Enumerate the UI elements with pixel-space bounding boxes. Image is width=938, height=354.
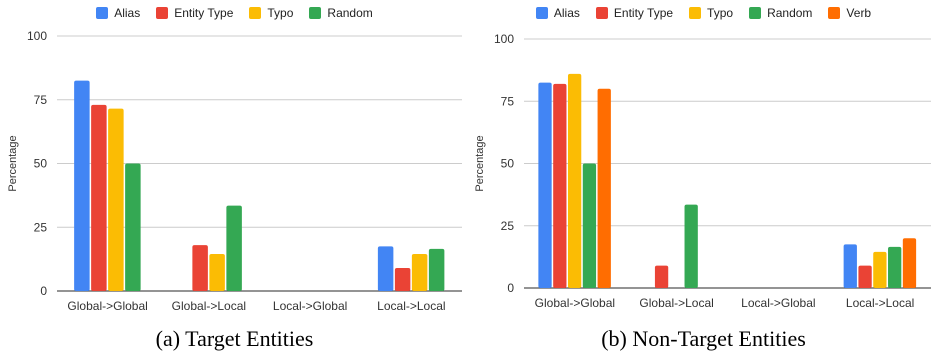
y-tick-label: 100 (27, 29, 47, 43)
legend-item-verb: Verb (828, 6, 871, 20)
bar-alias (377, 246, 394, 291)
legend-item-random: Random (749, 6, 812, 20)
y-tick-label: 75 (501, 94, 515, 108)
y-tick-label: 75 (34, 93, 48, 107)
legend-swatch (749, 7, 762, 19)
bar-random (428, 248, 445, 291)
legend-swatch (689, 7, 702, 19)
legend-item-entity-type: Entity Type (156, 6, 233, 20)
x-tick-label: Global->Global (535, 296, 615, 310)
legend-swatch (249, 7, 262, 19)
bar-random (582, 163, 597, 288)
legend-swatch (828, 7, 841, 19)
bar-typo (411, 254, 428, 291)
legend: Alias Entity Type Typo Random Verb (469, 6, 938, 20)
legend-label: Typo (267, 6, 294, 20)
legend: Alias Entity Type Typo Random (0, 6, 469, 20)
y-tick-label: 100 (494, 32, 514, 46)
legend-item-entity-type: Entity Type (595, 6, 674, 20)
bar-typo (108, 108, 124, 291)
y-tick-label: 25 (501, 219, 515, 233)
bar-alias (538, 82, 552, 288)
legend-item-typo: Typo (689, 6, 733, 20)
x-tick-label: Local->Local (377, 299, 445, 313)
legend-item-random: Random (309, 6, 373, 20)
y-tick-label: 25 (34, 220, 48, 234)
y-tick-label: 0 (40, 284, 47, 298)
chart-a-svg: 0 25 50 75 100 Percentage Global->Global Global… (7, 29, 462, 313)
legend-swatch (535, 7, 548, 19)
bar-entity-type (858, 265, 872, 288)
bar-entity-type (192, 245, 208, 291)
legend-label: Entity Type (174, 6, 234, 20)
x-tick-label: Local->Local (846, 296, 914, 310)
bar-verb (902, 238, 917, 288)
legend-label: Entity Type (613, 6, 674, 20)
x-tick-label: Global->Local (639, 296, 713, 310)
bar-typo (209, 254, 225, 291)
x-tick-label: Local->Global (273, 299, 347, 313)
bar-entity-type (394, 268, 411, 291)
legend-item-alias: Alias (535, 6, 580, 20)
legend-label: Alias (114, 6, 141, 20)
x-tick-label: Global->Local (172, 299, 246, 313)
chart-panel-a: Alias Entity Type Typo Random 0 25 50 75 100 Per… (0, 6, 469, 351)
legend-swatch (96, 7, 109, 19)
bar-alias (843, 244, 857, 288)
legend-item-typo: Typo (249, 6, 293, 20)
bar-random (684, 204, 698, 288)
bar-alias (74, 80, 90, 291)
legend-swatch (156, 7, 169, 19)
bar-entity-type (654, 265, 669, 288)
bar-entity-type (553, 83, 567, 288)
x-tick-label: Local->Global (741, 296, 815, 310)
bar-typo (567, 73, 582, 288)
y-tick-label: 0 (507, 281, 514, 295)
legend-swatch (595, 7, 608, 19)
caption-a: (a) Target Entities (155, 326, 314, 351)
x-tick-label: Global->Global (67, 299, 147, 313)
chart-panel-b: Alias Entity Type Typo Random Verb 0 25 50 75 10… (469, 0, 938, 354)
legend-label: Typo (707, 6, 734, 20)
bar-typo (873, 251, 887, 288)
legend-item-alias: Alias (96, 6, 140, 20)
legend-label: Random (327, 6, 373, 20)
y-axis-label: Percentage (474, 135, 486, 191)
caption-b: (b) Non-Target Entities (601, 326, 806, 351)
bar-random (125, 163, 141, 291)
bar-entity-type (91, 104, 107, 291)
y-axis-label: Percentage (7, 135, 19, 191)
bar-random (226, 205, 242, 291)
legend-swatch (309, 7, 322, 19)
legend-label: Random (767, 6, 813, 20)
chart-b-svg: 0 25 50 75 100 Percentage Global->Global Global… (474, 32, 931, 310)
bar-verb (597, 88, 611, 288)
bar-random (888, 246, 902, 288)
legend-label: Verb (846, 6, 872, 20)
legend-label: Alias (553, 6, 580, 20)
y-tick-label: 50 (501, 157, 515, 171)
y-tick-label: 50 (34, 157, 48, 171)
